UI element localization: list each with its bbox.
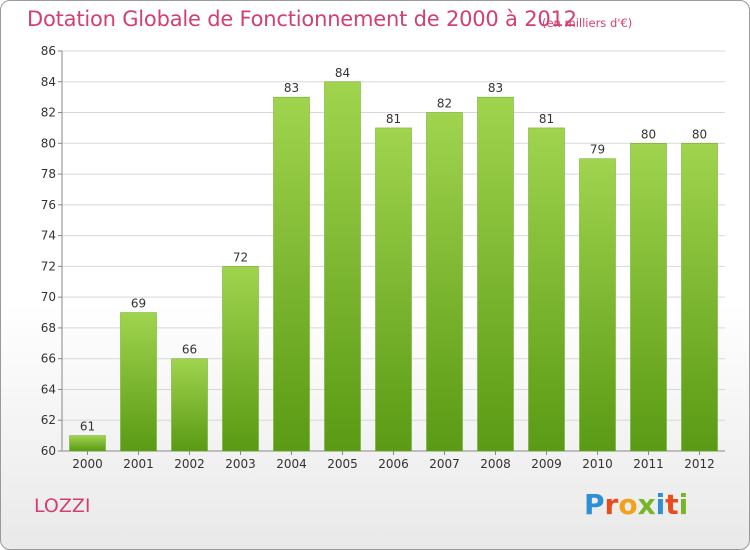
y-tick-label: 70 (41, 290, 56, 304)
x-tick-label: 2001 (123, 457, 154, 471)
x-tick-label: 2009 (531, 457, 562, 471)
bar (681, 143, 718, 452)
proxiti-logo: Proxiti (584, 488, 688, 521)
bar (69, 435, 106, 452)
y-tick-label: 64 (41, 382, 56, 396)
logo-letter: o (618, 488, 638, 521)
y-tick-label: 84 (41, 75, 56, 89)
x-tick-label: 2002 (174, 457, 205, 471)
x-tick-label: 2003 (225, 457, 256, 471)
bar (222, 266, 259, 452)
y-tick-label: 60 (41, 444, 56, 458)
data-label: 72 (233, 250, 248, 264)
bar (171, 358, 208, 452)
y-tick-label: 62 (41, 413, 56, 427)
data-label: 83 (284, 81, 299, 95)
data-label: 84 (335, 66, 350, 80)
data-label: 81 (386, 112, 401, 126)
x-tick-label: 2010 (582, 457, 613, 471)
labels: 60 62 64 66 68 70 72 74 76 78 80 82 84 86 61 2000 69 2001… (41, 44, 715, 471)
y-tick-label: 66 (41, 352, 56, 366)
x-tick-label: 2012 (684, 457, 715, 471)
bar (579, 158, 616, 452)
data-label: 61 (80, 420, 95, 434)
bar (630, 143, 667, 452)
logo-letter: i (678, 488, 689, 521)
bar (426, 112, 463, 452)
y-tick-label: 76 (41, 198, 56, 212)
y-tick-label: 78 (41, 167, 56, 181)
bars (69, 81, 718, 452)
data-label: 79 (590, 143, 605, 157)
bar (324, 81, 361, 452)
bar (273, 96, 310, 452)
y-tick-label: 74 (41, 229, 56, 243)
commune-name: LOZZI (34, 495, 91, 517)
bar (477, 96, 514, 452)
y-tick-label: 68 (41, 321, 56, 335)
x-tick-label: 2000 (72, 457, 103, 471)
y-tick-label: 72 (41, 259, 56, 273)
chart-title: Dotation Globale de Fonctionnement de 20… (27, 7, 577, 31)
x-tick-label: 2007 (429, 457, 460, 471)
logo-letter: i (655, 488, 666, 521)
logo-letter: P (584, 488, 605, 521)
bar (120, 312, 157, 452)
data-label: 80 (692, 127, 707, 141)
y-tick-label: 80 (41, 136, 56, 150)
x-tick-label: 2005 (327, 457, 358, 471)
data-label: 82 (437, 97, 452, 111)
data-label: 83 (488, 81, 503, 95)
bar (375, 127, 412, 452)
logo-letter: r (604, 488, 619, 521)
data-label: 81 (539, 112, 554, 126)
x-tick-label: 2011 (633, 457, 664, 471)
y-tick-label: 86 (41, 44, 56, 58)
logo-letter: t (665, 488, 679, 521)
data-label: 80 (641, 127, 656, 141)
logo-letter: x (637, 488, 656, 521)
y-tick-label: 82 (41, 106, 56, 120)
bar (528, 127, 565, 452)
data-label: 69 (131, 297, 146, 311)
chart-subtitle: (en milliers d'€) (542, 16, 633, 30)
data-label: 66 (182, 343, 197, 357)
x-tick-label: 2004 (276, 457, 307, 471)
x-tick-label: 2008 (480, 457, 511, 471)
x-tick-label: 2006 (378, 457, 409, 471)
